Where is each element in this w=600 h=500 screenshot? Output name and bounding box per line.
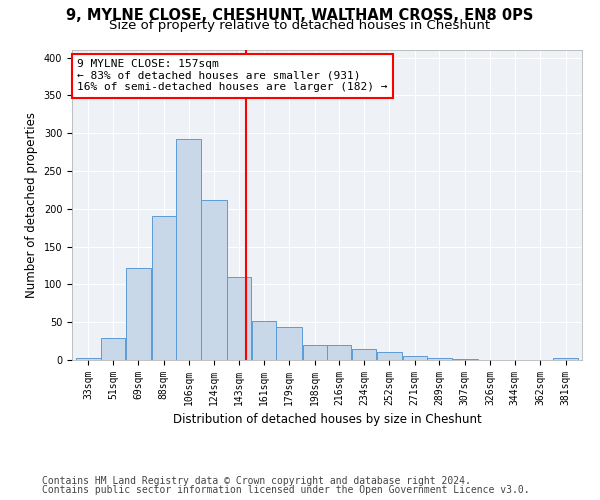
Text: Size of property relative to detached houses in Cheshunt: Size of property relative to detached ho… [109, 18, 491, 32]
Bar [252, 322, 276, 360]
Text: 9, MYLNE CLOSE, CHESHUNT, WALTHAM CROSS, EN8 0PS: 9, MYLNE CLOSE, CHESHUNT, WALTHAM CROSS,… [67, 8, 533, 22]
Bar [76, 358, 101, 360]
Bar [427, 358, 452, 360]
Bar [125, 268, 151, 360]
Bar [452, 359, 478, 360]
Bar [553, 358, 578, 360]
Y-axis label: Number of detached properties: Number of detached properties [25, 112, 38, 298]
Text: 9 MYLNE CLOSE: 157sqm
← 83% of detached houses are smaller (931)
16% of semi-det: 9 MYLNE CLOSE: 157sqm ← 83% of detached … [77, 60, 388, 92]
Bar [201, 200, 227, 360]
Bar [327, 345, 352, 360]
Bar [101, 338, 125, 360]
Bar [176, 139, 200, 360]
Text: Contains public sector information licensed under the Open Government Licence v3: Contains public sector information licen… [42, 485, 530, 495]
Text: Contains HM Land Registry data © Crown copyright and database right 2024.: Contains HM Land Registry data © Crown c… [42, 476, 471, 486]
Bar [352, 350, 376, 360]
Bar [377, 352, 402, 360]
Bar [302, 345, 327, 360]
Bar [403, 356, 427, 360]
Bar [152, 216, 176, 360]
Bar [277, 326, 302, 360]
Bar [227, 277, 251, 360]
X-axis label: Distribution of detached houses by size in Cheshunt: Distribution of detached houses by size … [173, 414, 481, 426]
